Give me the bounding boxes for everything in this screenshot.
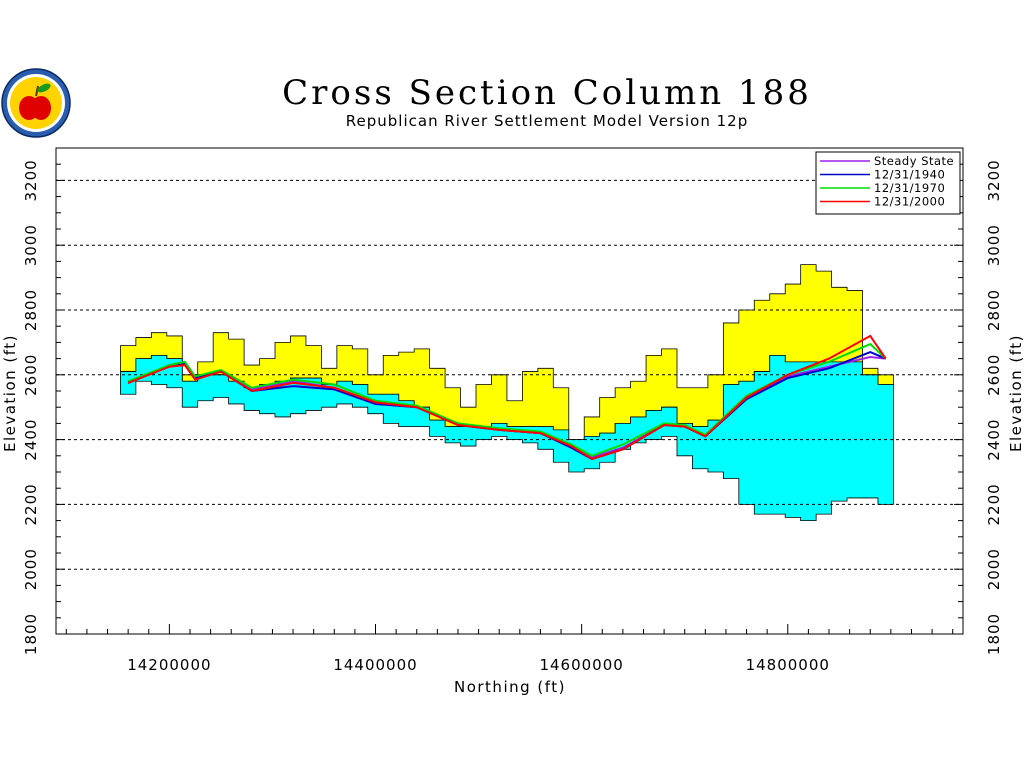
y-axis-label-right: Elevation (ft) [1007, 334, 1024, 452]
lower-layer-fill [120, 354, 894, 521]
chart-subtitle: Republican River Settlement Model Versio… [346, 112, 748, 130]
y-tick-label-left: 3000 [22, 224, 40, 266]
y-tick-label-right: 2400 [985, 419, 1003, 461]
seal-with-apple-icon [1, 68, 71, 138]
legend-box [815, 151, 961, 215]
series-line-y2000 [127, 334, 887, 461]
x-tick-label: 14400000 [333, 656, 417, 674]
y-tick-label-left: 2600 [22, 354, 40, 396]
y-tick-label-left: 2000 [22, 548, 40, 590]
series-line-y1970 [127, 342, 887, 457]
y-tick-label-right: 2200 [985, 483, 1003, 525]
y-axis-label-left: Elevation (ft) [1, 334, 19, 452]
y-tick-label-left: 2400 [22, 419, 40, 461]
legend-label: 12/31/1940 [874, 168, 945, 182]
y-tick-label-right: 1800 [985, 613, 1003, 655]
y-tick-label-right: 2600 [985, 354, 1003, 396]
x-tick-label: 14200000 [127, 656, 211, 674]
legend-label: Steady State [874, 154, 954, 168]
y-tick-label-left: 1800 [22, 613, 40, 655]
chart-title: Cross Section Column 188 [282, 73, 812, 113]
x-axis-label: Northing (ft) [454, 678, 566, 696]
legend-label: 12/31/1970 [874, 181, 945, 195]
y-tick-label-left: 2200 [22, 483, 40, 525]
y-tick-label-left: 3200 [22, 159, 40, 201]
y-tick-label-left: 2800 [22, 289, 40, 331]
x-tick-label: 14600000 [539, 656, 623, 674]
legend-label: 12/31/2000 [874, 195, 945, 209]
y-tick-label-right: 3000 [985, 224, 1003, 266]
y-tick-label-right: 2000 [985, 548, 1003, 590]
y-tick-label-right: 2800 [985, 289, 1003, 331]
x-tick-label: 14800000 [746, 656, 830, 674]
y-tick-label-right: 3200 [985, 159, 1003, 201]
